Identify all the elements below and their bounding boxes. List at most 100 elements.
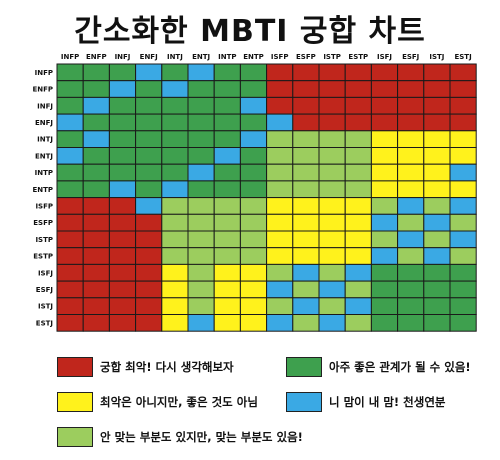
cell-estj-intp	[213, 314, 241, 332]
column-label-intp: INTP	[218, 53, 236, 61]
cell-enfp-isfp	[266, 80, 294, 98]
cell-esfp-intp	[213, 213, 241, 232]
cell-infj-enfp	[82, 96, 110, 115]
cell-esfp-isfp	[266, 213, 294, 232]
cell-infp-infp	[56, 63, 84, 82]
cell-intj-enfj	[135, 130, 163, 149]
cell-enfp-isfj	[370, 80, 399, 98]
cell-estj-esfp	[292, 314, 320, 332]
cell-entj-esfp	[292, 147, 320, 165]
legend-label: 아주 좋은 관계가 될 수 있음!	[329, 360, 471, 374]
cell-infp-intp	[213, 63, 241, 82]
cell-estp-enfp	[82, 247, 110, 265]
cell-esfj-entj	[187, 280, 215, 299]
cell-isfp-esfp	[292, 197, 320, 215]
cell-intp-intj	[161, 163, 189, 182]
cell-estj-isfj	[370, 314, 399, 332]
cell-esfj-intj	[161, 280, 189, 299]
cell-estj-estj	[449, 314, 477, 332]
cell-isfp-infj	[108, 197, 137, 215]
cell-intj-infj	[108, 130, 137, 149]
cell-istj-entp	[239, 297, 268, 315]
cell-estj-isfp	[266, 314, 294, 332]
cell-isfj-isfp	[266, 263, 294, 282]
cell-isfp-istp	[318, 197, 346, 215]
cell-enfp-esfj	[397, 80, 425, 98]
cell-estp-enfj	[135, 247, 163, 265]
cell-isfj-infp	[56, 263, 84, 282]
cell-isfp-entj	[187, 197, 215, 215]
cell-intp-esfj	[397, 163, 425, 182]
cell-enfj-isfj	[370, 113, 399, 132]
cell-infj-estp	[344, 96, 372, 115]
compatibility-heatmap: INFP ENFP INFJ ENFJ INTJ ENTJ INTP ENTP ISFP ESFP…	[32, 53, 477, 332]
row-label-isfj: ISFJ	[38, 269, 53, 277]
cell-infj-estj	[449, 96, 477, 115]
cell-infj-esfj	[397, 96, 425, 115]
cell-isfp-enfp	[82, 197, 110, 215]
cell-infp-infj	[108, 63, 137, 82]
row-label-intj: INTJ	[37, 136, 53, 144]
cell-istj-esfp	[292, 297, 320, 315]
cell-entj-istj	[423, 147, 451, 165]
cell-entp-esfj	[397, 180, 425, 199]
row-label-esfj: ESFJ	[36, 286, 53, 294]
cell-infp-enfp	[82, 63, 110, 82]
cell-isfp-estj	[449, 197, 477, 215]
cell-istp-intj	[161, 230, 189, 249]
cell-estj-infp	[56, 314, 84, 332]
cell-entp-istp	[318, 180, 346, 199]
cell-enfj-entp	[239, 113, 268, 132]
cell-istp-isfj	[370, 230, 399, 249]
cell-isfp-intj	[161, 197, 189, 215]
cell-enfj-intp	[213, 113, 241, 132]
cell-entj-intj	[161, 147, 189, 165]
cell-estp-entp	[239, 247, 268, 265]
cell-infj-infp	[56, 96, 84, 115]
cell-infp-entp	[239, 63, 268, 82]
cell-istp-infj	[108, 230, 137, 249]
cell-istp-istj	[423, 230, 451, 249]
cell-isfj-esfj	[397, 263, 425, 282]
cell-esfp-istp	[318, 213, 346, 232]
cell-intp-enfp	[82, 163, 110, 182]
column-label-enfj: ENFJ	[140, 53, 158, 61]
cell-intj-entp	[239, 130, 268, 149]
cell-intj-intj	[161, 130, 189, 149]
cell-infp-enfj	[135, 63, 163, 82]
cell-entp-istj	[423, 180, 451, 199]
legend-label: 최악은 아니지만, 좋은 것도 아님	[100, 395, 258, 409]
cell-isfp-esfj	[397, 197, 425, 215]
cell-istp-enfp	[82, 230, 110, 249]
cell-infj-intp	[213, 96, 241, 115]
cell-isfj-entj	[187, 263, 215, 282]
cell-entp-enfp	[82, 180, 110, 199]
cell-entp-entj	[187, 180, 215, 199]
cell-isfp-infp	[56, 197, 84, 215]
cell-infj-esfp	[292, 96, 320, 115]
cell-enfj-esfj	[397, 113, 425, 132]
cell-esfp-infj	[108, 213, 137, 232]
cell-intj-esfj	[397, 130, 425, 149]
cell-esfj-entp	[239, 280, 268, 299]
cell-entp-isfp	[266, 180, 294, 199]
cell-enfp-enfj	[135, 80, 163, 98]
cell-infj-enfj	[135, 96, 163, 115]
column-label-estj: ESTJ	[454, 53, 471, 61]
cell-istj-intp	[213, 297, 241, 315]
cell-esfj-esfp	[292, 280, 320, 299]
column-label-esfj: ESFJ	[402, 53, 419, 61]
cell-intp-istp	[318, 163, 346, 182]
cell-isfj-istj	[423, 263, 451, 282]
legend-swatch-yellow	[57, 392, 93, 412]
column-label-isfp: ISFP	[271, 53, 289, 61]
column-label-entp: ENTP	[243, 53, 264, 61]
cell-entp-estp	[344, 180, 372, 199]
cell-enfp-infp	[56, 80, 84, 98]
cell-esfp-enfp	[82, 213, 110, 232]
cell-isfj-istp	[318, 263, 346, 282]
cell-istj-enfj	[135, 297, 163, 315]
cell-estj-infj	[108, 314, 137, 332]
cell-esfj-infj	[108, 280, 137, 299]
column-label-esfp: ESFP	[296, 53, 316, 61]
